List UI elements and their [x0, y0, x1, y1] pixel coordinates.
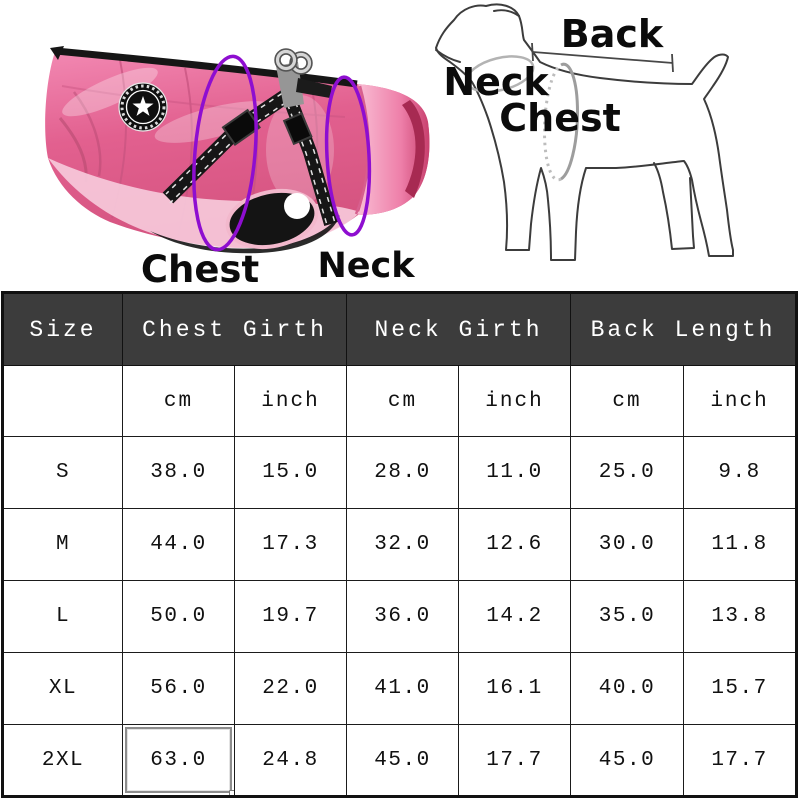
value-cell: 11.0 [458, 436, 572, 509]
value-cell: 13.8 [683, 580, 798, 653]
size-label: 2XL [2, 724, 123, 797]
size-chart-table-wrap: Size Chest Girth Neck Girth Back Length … [1, 291, 799, 798]
col-header-back-length: Back Length [570, 292, 798, 366]
collar-dark-edge [402, 100, 425, 198]
units-empty-cell [2, 365, 123, 437]
table-row-xl: XL 56.0 22.0 41.0 16.1 40.0 15.7 [2, 652, 798, 725]
size-chart-table: Size Chest Girth Neck Girth Back Length … [1, 291, 799, 798]
value-cell: 11.8 [683, 508, 798, 581]
unit-cell: cm [570, 365, 685, 437]
table-row-s: S 38.0 15.0 28.0 11.0 25.0 9.8 [2, 436, 798, 509]
table-row-l: L 50.0 19.7 36.0 14.2 35.0 13.8 [2, 580, 798, 653]
table-row-2xl: 2XL 63.0 24.8 45.0 17.7 45.0 17.7 [2, 724, 798, 797]
value-cell: 17.7 [458, 724, 572, 797]
value-cell: 45.0 [570, 724, 685, 797]
star-badge-icon [118, 82, 168, 132]
harness-buckle-right [282, 112, 313, 146]
value-cell: 19.7 [233, 580, 348, 653]
value-cell: 16.1 [458, 652, 572, 725]
unit-cell: inch [458, 365, 572, 437]
value-cell: 38.0 [122, 436, 235, 509]
value-cell: 30.0 [570, 508, 685, 581]
value-cell: 15.7 [683, 652, 798, 725]
jacket-chest-label: Chest [141, 248, 259, 291]
value-cell: 56.0 [122, 652, 235, 725]
back-measure-line [531, 42, 674, 73]
col-header-size: Size [2, 292, 123, 366]
d-ring-icon [274, 48, 313, 75]
jacket-neck-label: Neck [317, 246, 415, 286]
dog-outline [435, 3, 734, 261]
value-cell: 40.0 [570, 652, 685, 725]
value-cell: 15.0 [233, 436, 348, 509]
value-cell: 50.0 [122, 580, 235, 653]
size-label: XL [2, 652, 123, 725]
dog-neck-ellipse [465, 55, 535, 93]
harness-strap-right [281, 91, 338, 226]
value-cell: 32.0 [346, 508, 460, 581]
value-cell: 28.0 [346, 436, 460, 509]
zipper [55, 47, 358, 88]
unit-cell: inch [683, 365, 798, 437]
size-label: M [2, 508, 123, 581]
dog-back-label: Back [561, 12, 664, 56]
dog-chest-label: Chest [499, 96, 621, 140]
value-cell: 25.0 [570, 436, 685, 509]
value-cell: 22.0 [233, 652, 348, 725]
unit-cell: cm [346, 365, 460, 437]
dog-measurement-diagram: Back Neck Chest [435, 3, 734, 261]
chest-measure-ellipse [192, 54, 258, 252]
jacket-fold-line [73, 91, 102, 177]
value-cell: 35.0 [570, 580, 685, 653]
value-cell: 41.0 [346, 652, 460, 725]
value-cell: 44.0 [122, 508, 235, 581]
value-cell: 12.6 [458, 508, 572, 581]
value-cell-selected: 63.0 [122, 724, 235, 797]
harness-side-strap [296, 78, 332, 98]
unit-cell: inch [233, 365, 348, 437]
col-header-neck-girth: Neck Girth [346, 292, 572, 366]
dog-chest-ellipse [560, 62, 579, 181]
value-cell: 45.0 [346, 724, 460, 797]
jacket-photo: Chest Neck [45, 46, 430, 291]
neck-measure-ellipse [324, 75, 372, 237]
zipper-end [50, 46, 64, 60]
size-label: S [2, 436, 123, 509]
value-cell: 14.2 [458, 580, 572, 653]
value-cell: 24.8 [233, 724, 348, 797]
value-cell: 17.3 [233, 508, 348, 581]
dog-neck-label: Neck [443, 60, 549, 104]
value-cell: 36.0 [346, 580, 460, 653]
size-label: L [2, 580, 123, 653]
harness-buckle-left [221, 108, 261, 147]
col-header-chest-girth: Chest Girth [121, 292, 348, 366]
table-units-row: cm inch cm inch cm inch [2, 365, 798, 437]
jacket-bottom-lining [150, 215, 340, 254]
unit-cell: cm [122, 365, 235, 437]
table-row-m: M 44.0 17.3 32.0 12.6 30.0 11.8 [2, 508, 798, 581]
leg-hole-opening [284, 193, 310, 219]
harness [162, 48, 338, 226]
dog-chest-ellipse-dotted [543, 63, 562, 182]
value-cell: 9.8 [683, 436, 798, 509]
table-header-row: Size Chest Girth Neck Girth Back Length [2, 292, 798, 366]
value-cell: 17.7 [683, 724, 798, 797]
